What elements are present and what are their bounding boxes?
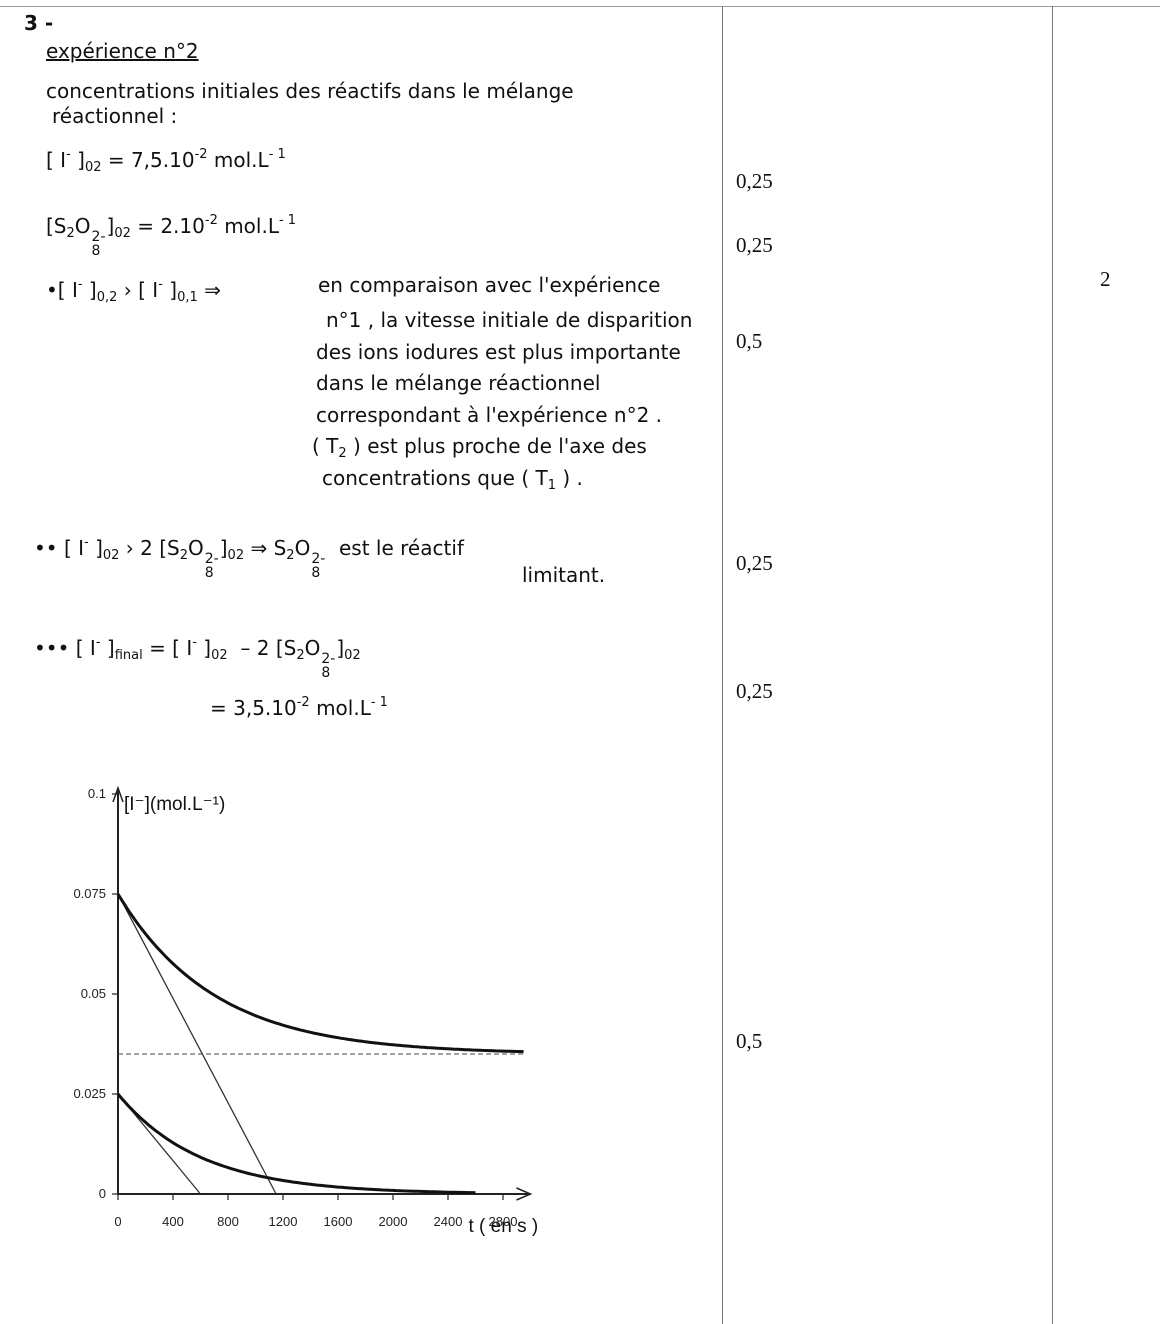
limiting-reagent-statement: •• [ I- ]02 › 2 [S2O 2- 8]02 ⇒ S2O 2- 8 est … [34,535,464,581]
y-axis-arrow [112,785,124,803]
x-tick-label: 2400 [434,1214,463,1229]
x-tick-label: 1200 [269,1214,298,1229]
y-axis-label: [I⁻](mol.L⁻¹) [124,794,225,815]
y-tick-label: 0 [99,1186,106,1201]
x-axis-label: t ( en s ) [469,1216,539,1237]
mark-3: 0,5 [736,329,763,353]
mark-6: 0,5 [736,1029,763,1053]
intro-line-1: concentrations initiales des réactifs da… [46,79,574,103]
y-tick-label: 0.1 [88,786,106,801]
concentration-curve-1 [116,893,524,1054]
mark-4: 0,25 [736,551,773,575]
limiting-word: limitant. [522,563,606,587]
final-iodide-expression: ••• [ I- ]final = [ I- ]02 – 2 [S2O 2- 8]0… [34,635,361,681]
x-tick-label: 2000 [379,1214,408,1229]
explanation-line-7: concentrations que ( T1 ) . [322,466,583,493]
x-tick-label: 1600 [324,1214,353,1229]
concentration-curve-2 [116,1093,476,1195]
comparison-statement: •[ I- ]0,2 › [ I- ]0,1 ⇒ [46,277,221,305]
column-divider-2 [1052,6,1053,1324]
explanation-line-6: ( T2 ) est plus proche de l'axe des [312,434,647,461]
mark-1: 0,25 [736,169,773,193]
persulfate-initial-concentration: [S2O 2- 8]02 = 2.10-2 mol.L- 1 [46,213,297,259]
experiment-title: expérience n°2 [46,39,199,63]
explanation-line-4: dans le mélange réactionnel [316,371,601,395]
y-tick-label: 0.025 [73,1086,106,1101]
total-mark: 2 [1100,267,1111,291]
intro-line-2: réactionnel : [52,104,178,128]
y-tick-label: 0.05 [81,986,106,1001]
tangent-line-1 [117,893,277,1195]
top-border [0,6,1160,7]
section-number: 3 - [24,11,54,35]
explanation-line-3: des ions iodures est plus importante [316,340,681,364]
x-tick-label: 2800 [489,1214,518,1229]
explanation-line-1: en comparaison avec l'expérience [318,273,661,297]
final-iodide-result: = 3,5.10-2 mol.L- 1 [210,695,388,720]
explanation-line-5: correspondant à l'expérience n°2 . [316,403,663,427]
explanation-line-2: n°1 , la vitesse initiale de disparition [326,308,693,332]
concentration-time-chart: [I⁻](mol.L⁻¹) t ( en s ) 0 400 800 1200 1600 2… [73,785,539,1237]
x-tick-label: 400 [162,1214,184,1229]
x-tick-label: 0 [114,1214,121,1229]
y-tick-label: 0.075 [73,886,106,901]
mark-2: 0,25 [736,233,773,257]
mark-5: 0,25 [736,679,773,703]
x-axis-arrow [516,1187,533,1201]
column-divider-1 [722,6,723,1324]
x-tick-label: 800 [217,1214,239,1229]
iodide-initial-concentration: [ I- ]02 = 7,5.10-2 mol.L- 1 [46,147,286,175]
